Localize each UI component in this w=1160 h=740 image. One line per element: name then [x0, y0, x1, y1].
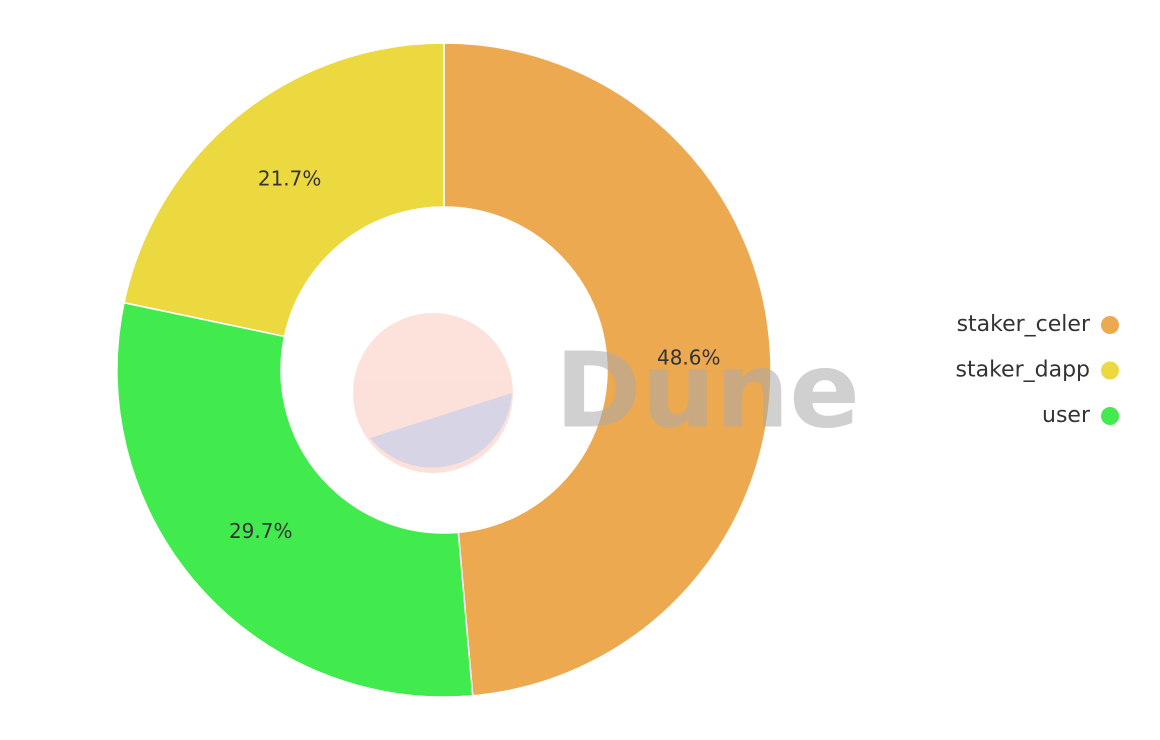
legend-swatch — [1101, 361, 1119, 380]
legend-label: user — [1042, 403, 1091, 428]
legend-swatch — [1101, 316, 1119, 334]
slice — [123, 42, 445, 338]
watermark: Dune — [353, 313, 860, 473]
donut — [116, 42, 772, 698]
labels: 48.6% 29.7% 21.7% — [229, 166, 721, 543]
slice — [116, 301, 474, 698]
watermark-text: Dune — [555, 329, 860, 451]
slice — [443, 42, 772, 697]
data-label: 21.7% — [258, 166, 322, 190]
legend-swatch — [1101, 407, 1119, 425]
watermark-logo-part — [370, 393, 512, 468]
data-label: 48.6% — [657, 346, 721, 370]
data-label: 29.7% — [229, 519, 293, 543]
legend-label: staker_dapp — [956, 358, 1090, 383]
legend-label: staker_celer — [957, 312, 1091, 337]
